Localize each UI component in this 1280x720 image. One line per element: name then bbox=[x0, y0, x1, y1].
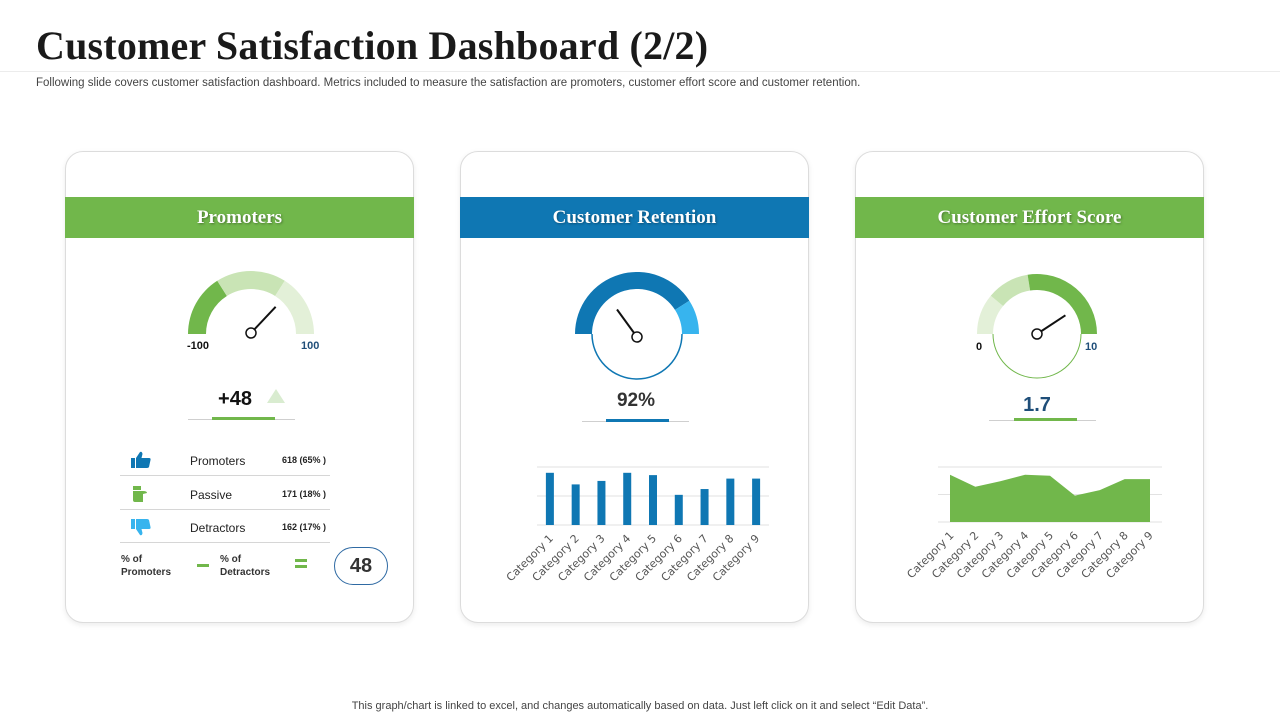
gauge-segment-low bbox=[188, 280, 227, 334]
gauge-segment-mid bbox=[990, 274, 1031, 306]
gauge-max-label: 10 bbox=[1085, 341, 1098, 353]
gauge-segment-high bbox=[1027, 274, 1097, 334]
gauge-max-label: 100 bbox=[301, 340, 320, 352]
score-accent-bar bbox=[212, 417, 275, 420]
gauge-segment-high bbox=[275, 280, 314, 334]
legend-value: 162 (17% ) bbox=[282, 522, 327, 532]
equals-icon-bar bbox=[295, 565, 307, 568]
promoters-card: Promoters -100 100 +48 Promoters 618 (65… bbox=[65, 151, 414, 623]
effort-header: Customer Effort Score bbox=[855, 197, 1204, 238]
gauge-segment-remainder bbox=[674, 300, 699, 334]
equals-icon bbox=[295, 559, 307, 562]
effort-card: Customer Effort Score 0 10 1.7 Category … bbox=[855, 151, 1204, 623]
bar bbox=[623, 472, 632, 525]
title-divider bbox=[0, 71, 1280, 72]
legend-row-detractors: Detractors 162 (17% ) bbox=[120, 509, 330, 543]
retention-score: 92% bbox=[616, 390, 656, 411]
promoters-score: +48 bbox=[218, 388, 252, 410]
effort-gauge bbox=[977, 274, 1097, 379]
thumbs-up-icon bbox=[131, 451, 151, 468]
bar bbox=[571, 484, 580, 525]
gauge-segment-value bbox=[575, 272, 690, 334]
gauge-inner-ring bbox=[591, 333, 683, 380]
score-accent-bar bbox=[1014, 418, 1077, 421]
bar bbox=[597, 480, 606, 525]
thumb-sideways-icon bbox=[133, 486, 147, 502]
legend-label: Detractors bbox=[190, 521, 246, 535]
gauge-inner-ring bbox=[992, 333, 1082, 379]
bar bbox=[752, 478, 761, 525]
legend-label: Promoters bbox=[190, 454, 246, 468]
retention-card: Customer Retention 92% Category 1 Categor… bbox=[460, 151, 809, 623]
legend-row-promoters: Promoters 618 (65% ) bbox=[120, 442, 330, 476]
promoters-gauge bbox=[188, 271, 314, 339]
area-series bbox=[950, 474, 1150, 522]
gauge-segment-low bbox=[977, 295, 1004, 334]
bar bbox=[649, 475, 657, 525]
pct-detractors-label: % of Detractors bbox=[220, 554, 271, 578]
retention-header: Customer Retention bbox=[460, 197, 809, 238]
gauge-pivot bbox=[245, 327, 257, 339]
nps-result: 48 bbox=[334, 547, 388, 585]
minus-icon bbox=[197, 564, 209, 567]
legend-value: 171 (18% ) bbox=[282, 489, 327, 499]
pct-promoters-label: % of Promoters bbox=[121, 554, 172, 578]
gauge-needle bbox=[250, 306, 277, 334]
effort-score: 1.7 bbox=[1023, 394, 1051, 416]
page-subtitle: Following slide covers customer satisfac… bbox=[36, 77, 861, 89]
gauge-pivot bbox=[1031, 328, 1043, 340]
gauge-min-label: 0 bbox=[976, 341, 983, 353]
bar bbox=[674, 494, 683, 525]
triangle-up-icon bbox=[267, 389, 285, 403]
thumbs-down-icon bbox=[131, 519, 151, 536]
gauge-pivot bbox=[631, 331, 643, 343]
retention-gauge bbox=[575, 272, 699, 380]
gauge-min-label: -100 bbox=[187, 340, 210, 352]
promoters-header: Promoters bbox=[65, 197, 414, 238]
score-accent-bar bbox=[606, 419, 669, 422]
footer-note: This graph/chart is linked to excel, and… bbox=[351, 700, 929, 712]
legend-value: 618 (65% ) bbox=[282, 455, 327, 465]
page-title: Customer Satisfaction Dashboard (2/2) bbox=[36, 23, 709, 68]
bar bbox=[545, 472, 554, 525]
legend-row-passive: Passive 171 (18% ) bbox=[120, 476, 330, 510]
bar bbox=[700, 489, 709, 525]
gauge-segment-mid bbox=[217, 271, 285, 297]
legend-label: Passive bbox=[190, 488, 233, 502]
bar bbox=[726, 478, 735, 525]
